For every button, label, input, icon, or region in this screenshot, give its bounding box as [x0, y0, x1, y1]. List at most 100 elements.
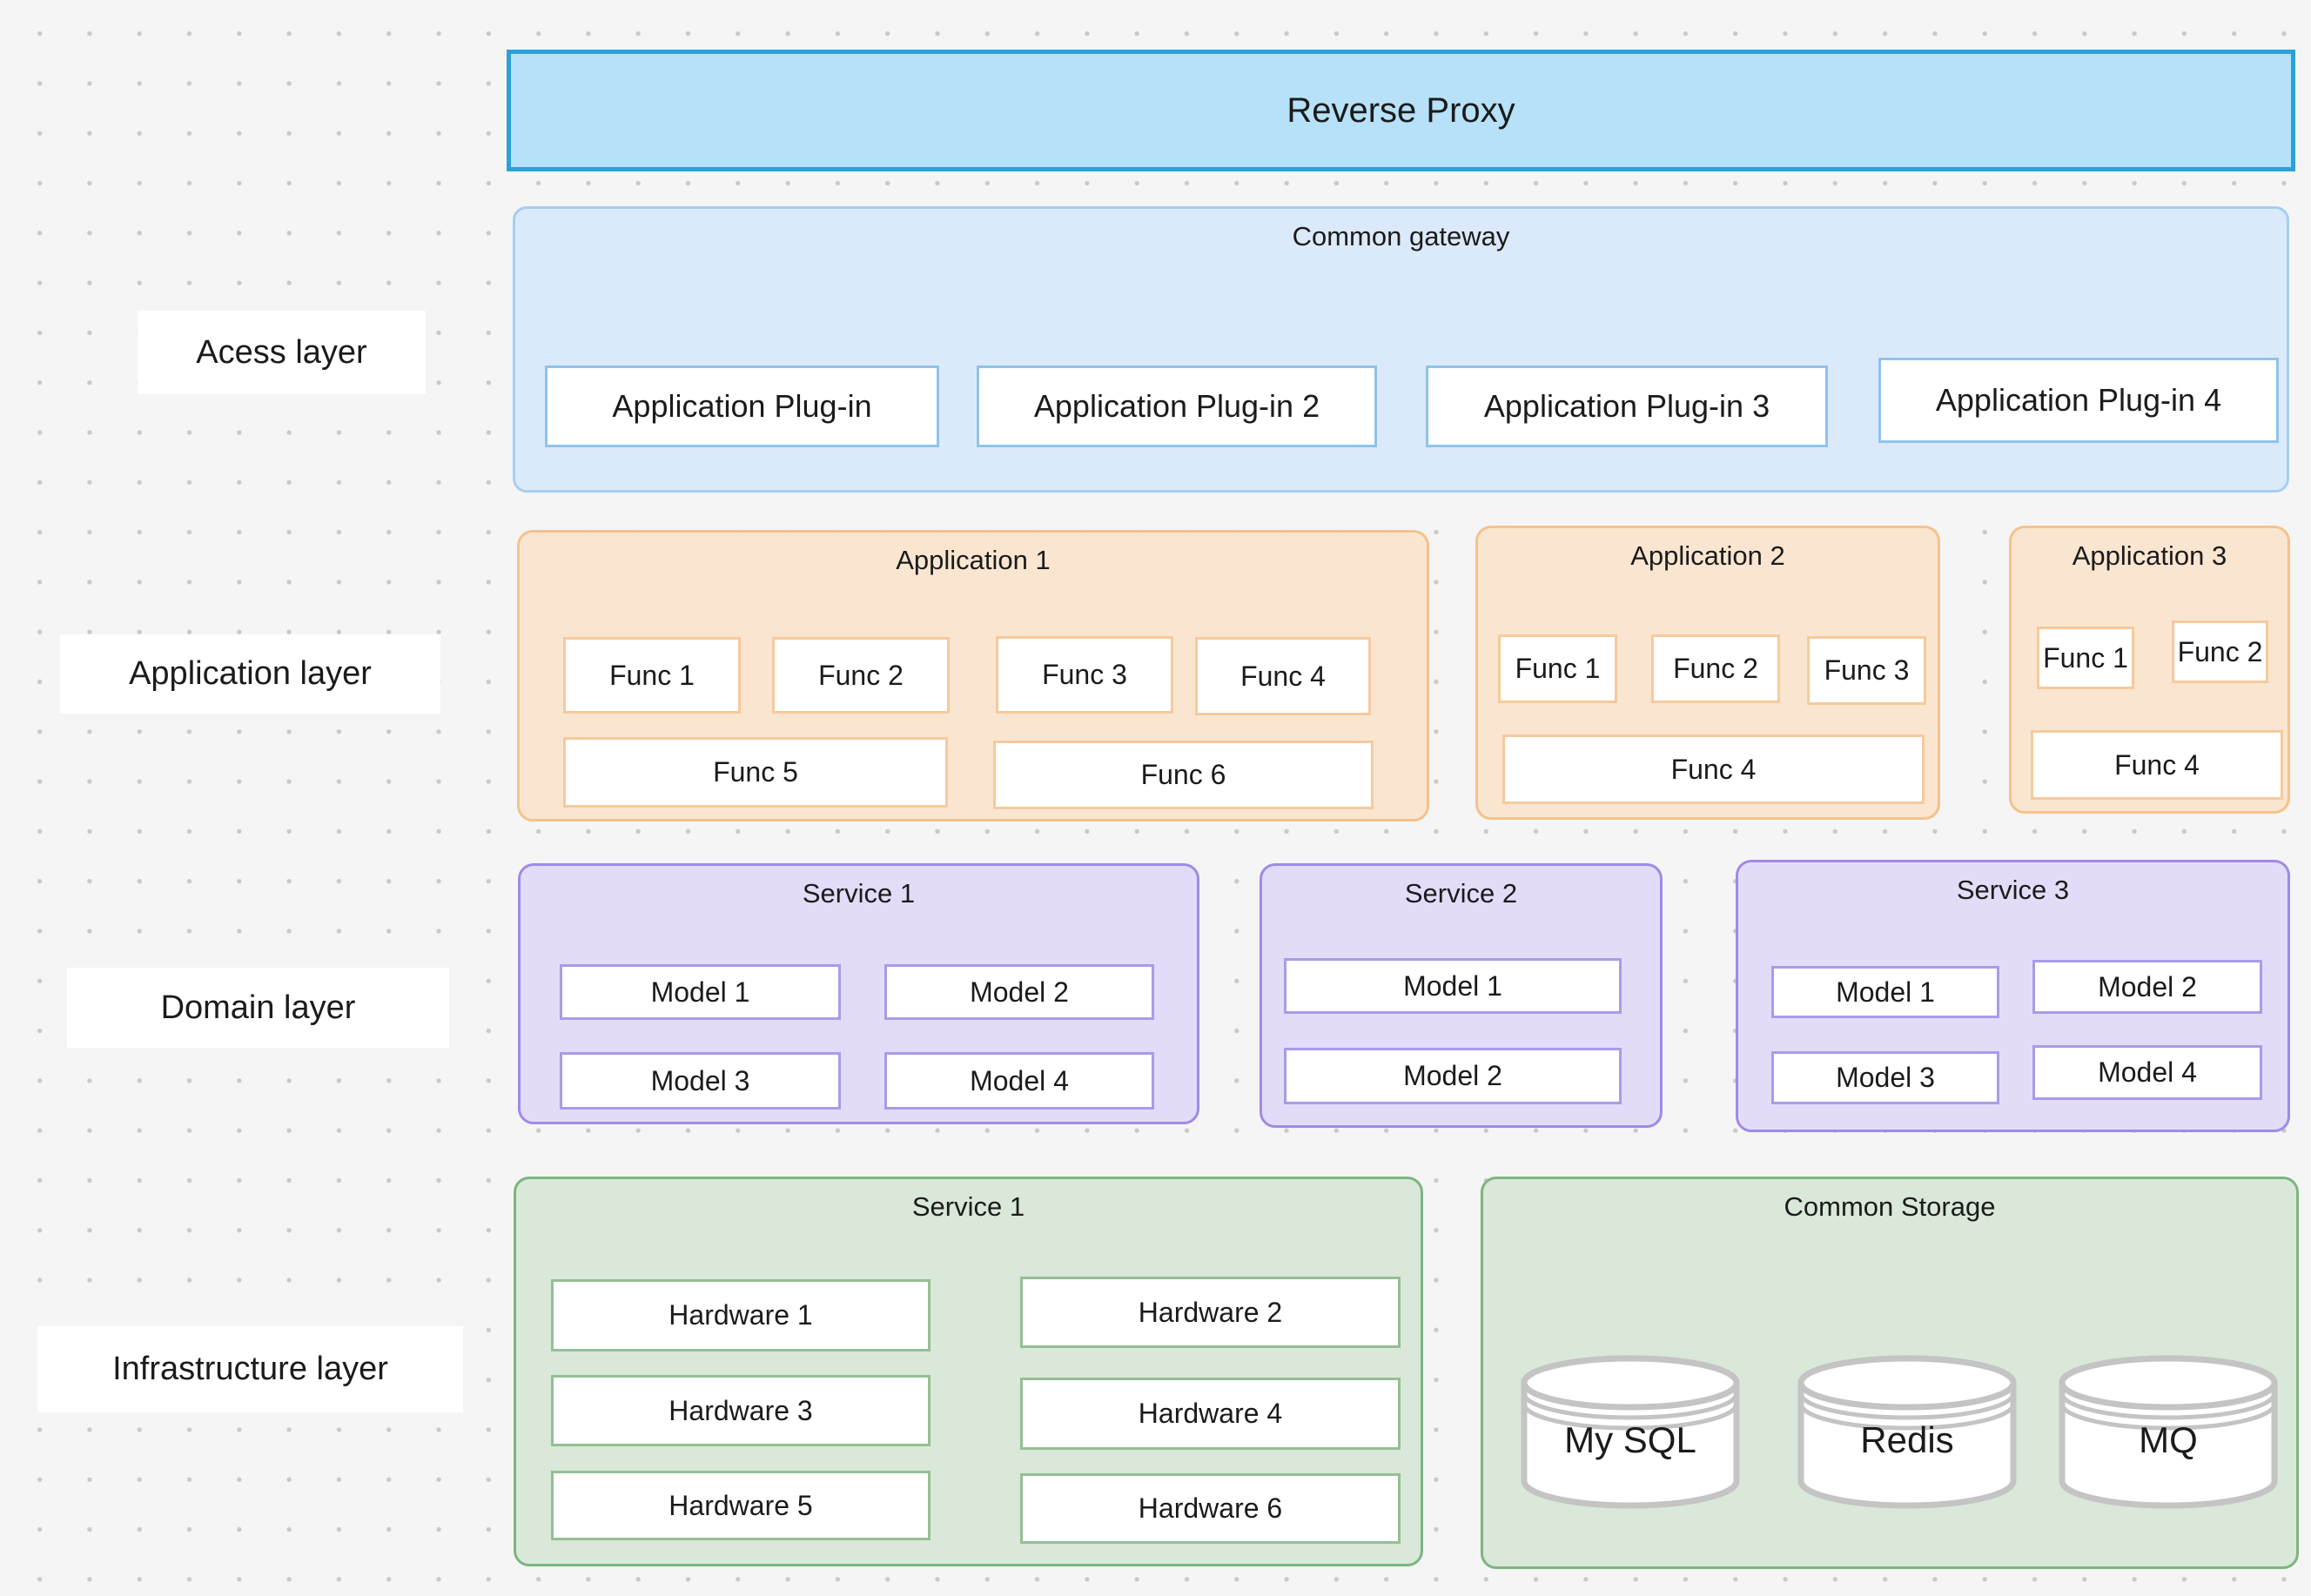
svc3-model-4-node[interactable]: Model 4 — [2032, 1045, 2262, 1100]
domain-service-1-title: Service 1 — [802, 878, 916, 909]
svc1-model-4-label: Model 4 — [970, 1064, 1069, 1096]
svc1-model-3-label: Model 3 — [650, 1064, 750, 1096]
app1-func-5-node[interactable]: Func 5 — [563, 737, 948, 808]
app3-func-1-label: Func 1 — [2043, 641, 2128, 674]
application-plugin-1-label: Application Plug-in — [612, 388, 872, 424]
svc3-model-1-node[interactable]: Model 1 — [1771, 966, 1999, 1018]
app2-func-3-node[interactable]: Func 3 — [1807, 636, 1926, 705]
hardware-2-label: Hardware 2 — [1138, 1296, 1283, 1328]
hardware-6-node[interactable]: Hardware 6 — [1020, 1473, 1401, 1544]
app2-func-4-node[interactable]: Func 4 — [1502, 734, 1925, 804]
redis-label: Redis — [1860, 1419, 1954, 1460]
application-plugin-1-node[interactable]: Application Plug-in — [545, 365, 939, 447]
app1-func-3-node[interactable]: Func 3 — [996, 636, 1173, 714]
infrastructure-layer-label: Infrastructure layer — [37, 1326, 463, 1412]
hardware-1-node[interactable]: Hardware 1 — [551, 1279, 930, 1351]
database-cylinder-icon — [2059, 1355, 2278, 1509]
domain-service-3-container[interactable]: Service 3 Model 1 Model 2 Model 3 Model … — [1736, 860, 2290, 1132]
svc3-model-2-label: Model 2 — [2098, 970, 2197, 1003]
app3-func-2-node[interactable]: Func 2 — [2172, 620, 2268, 683]
application-plugin-3-node[interactable]: Application Plug-in 3 — [1426, 365, 1828, 447]
svc1-model-2-label: Model 2 — [970, 976, 1069, 1008]
application-plugin-2-node[interactable]: Application Plug-in 2 — [977, 365, 1377, 447]
app1-func-2-label: Func 2 — [818, 659, 904, 691]
common-gateway-container[interactable]: Common gateway Application Plug-in Appli… — [513, 206, 2289, 493]
infra-service-1-title: Service 1 — [911, 1191, 1025, 1222]
redis-database-node[interactable]: Redis — [1794, 1351, 2020, 1512]
domain-layer-label-text: Domain layer — [160, 989, 356, 1026]
svc1-model-3-node[interactable]: Model 3 — [560, 1052, 841, 1110]
domain-service-1-container[interactable]: Service 1 Model 1 Model 2 Model 3 Model … — [518, 863, 1199, 1124]
infrastructure-layer-label-text: Infrastructure layer — [112, 1351, 388, 1387]
app2-func-4-label: Func 4 — [1670, 753, 1757, 785]
application-plugin-2-label: Application Plug-in 2 — [1033, 388, 1320, 424]
app1-func-6-node[interactable]: Func 6 — [993, 741, 1374, 809]
mq-database-node[interactable]: MQ — [2055, 1351, 2281, 1512]
database-cylinder-icon — [1521, 1355, 1740, 1509]
app2-func-2-node[interactable]: Func 2 — [1651, 634, 1780, 703]
mysql-label: My SQL — [1564, 1419, 1696, 1460]
app2-func-2-label: Func 2 — [1673, 653, 1758, 684]
common-storage-title: Common Storage — [1784, 1191, 1996, 1222]
application-plugin-3-label: Application Plug-in 3 — [1483, 388, 1770, 424]
app1-func-4-label: Func 4 — [1240, 660, 1326, 692]
svc2-model-2-label: Model 2 — [1403, 1060, 1502, 1091]
svc1-model-4-node[interactable]: Model 4 — [884, 1052, 1154, 1110]
infra-service-1-container[interactable]: Service 1 Hardware 1 Hardware 2 Hardware… — [514, 1177, 1423, 1566]
hardware-4-node[interactable]: Hardware 4 — [1020, 1378, 1401, 1450]
application-layer-label: Application layer — [60, 634, 440, 714]
hardware-5-node[interactable]: Hardware 5 — [551, 1471, 930, 1540]
svc1-model-1-node[interactable]: Model 1 — [560, 964, 841, 1020]
app1-func-4-node[interactable]: Func 4 — [1195, 637, 1371, 715]
domain-service-2-title: Service 2 — [1404, 878, 1518, 909]
app1-func-1-label: Func 1 — [609, 659, 695, 691]
app2-func-1-node[interactable]: Func 1 — [1498, 634, 1617, 703]
app2-func-3-label: Func 3 — [1824, 654, 1910, 686]
common-storage-container[interactable]: Common Storage My SQL Redis — [1481, 1177, 2299, 1569]
application-2-title: Application 2 — [1630, 540, 1785, 571]
app3-func-4-node[interactable]: Func 4 — [2031, 730, 2283, 800]
svc1-model-2-node[interactable]: Model 2 — [884, 964, 1154, 1020]
mq-label: MQ — [2139, 1419, 2198, 1460]
hardware-6-label: Hardware 6 — [1138, 1492, 1283, 1524]
svc3-model-4-label: Model 4 — [2098, 1056, 2197, 1088]
app1-func-5-label: Func 5 — [713, 756, 798, 788]
svc2-model-1-label: Model 1 — [1403, 969, 1502, 1002]
app3-func-2-label: Func 2 — [2177, 635, 2263, 667]
application-3-title: Application 3 — [2072, 540, 2227, 571]
application-layer-label-text: Application layer — [129, 655, 372, 692]
access-layer-label: Acess layer — [138, 311, 426, 394]
app1-func-1-node[interactable]: Func 1 — [563, 637, 741, 714]
hardware-4-label: Hardware 4 — [1138, 1398, 1283, 1429]
hardware-5-label: Hardware 5 — [668, 1489, 813, 1521]
hardware-1-label: Hardware 1 — [668, 1299, 813, 1331]
common-gateway-title: Common gateway — [1292, 221, 1510, 251]
mysql-database-node[interactable]: My SQL — [1517, 1351, 1743, 1512]
domain-service-2-container[interactable]: Service 2 Model 1 Model 2 — [1260, 863, 1663, 1128]
application-2-container[interactable]: Application 2 Func 1 Func 2 Func 3 Func … — [1475, 526, 1940, 820]
svc3-model-1-label: Model 1 — [1836, 976, 1935, 1008]
application-3-container[interactable]: Application 3 Func 1 Func 2 Func 4 — [2009, 526, 2290, 814]
hardware-3-node[interactable]: Hardware 3 — [551, 1375, 930, 1446]
svc1-model-1-label: Model 1 — [650, 976, 750, 1008]
domain-service-3-title: Service 3 — [1956, 875, 2070, 905]
application-plugin-4-node[interactable]: Application Plug-in 4 — [1878, 358, 2279, 443]
svc3-model-3-node[interactable]: Model 3 — [1771, 1051, 1999, 1104]
app3-func-1-node[interactable]: Func 1 — [2037, 627, 2134, 689]
domain-layer-label: Domain layer — [67, 968, 449, 1048]
hardware-2-node[interactable]: Hardware 2 — [1020, 1277, 1401, 1348]
hardware-3-label: Hardware 3 — [668, 1394, 813, 1426]
reverse-proxy-node[interactable]: Reverse Proxy — [507, 50, 2295, 171]
svc2-model-2-node[interactable]: Model 2 — [1284, 1048, 1622, 1104]
application-1-title: Application 1 — [896, 545, 1051, 575]
application-1-container[interactable]: Application 1 Func 1 Func 2 Func 3 Func … — [517, 530, 1429, 821]
database-cylinder-icon — [1797, 1355, 2017, 1509]
app1-func-2-node[interactable]: Func 2 — [772, 637, 950, 714]
svc2-model-1-node[interactable]: Model 1 — [1284, 958, 1622, 1014]
access-layer-label-text: Acess layer — [196, 333, 367, 371]
app1-func-6-label: Func 6 — [1140, 759, 1226, 790]
svc3-model-2-node[interactable]: Model 2 — [2032, 960, 2262, 1014]
app3-func-4-label: Func 4 — [2114, 748, 2200, 781]
app1-func-3-label: Func 3 — [1042, 659, 1127, 690]
